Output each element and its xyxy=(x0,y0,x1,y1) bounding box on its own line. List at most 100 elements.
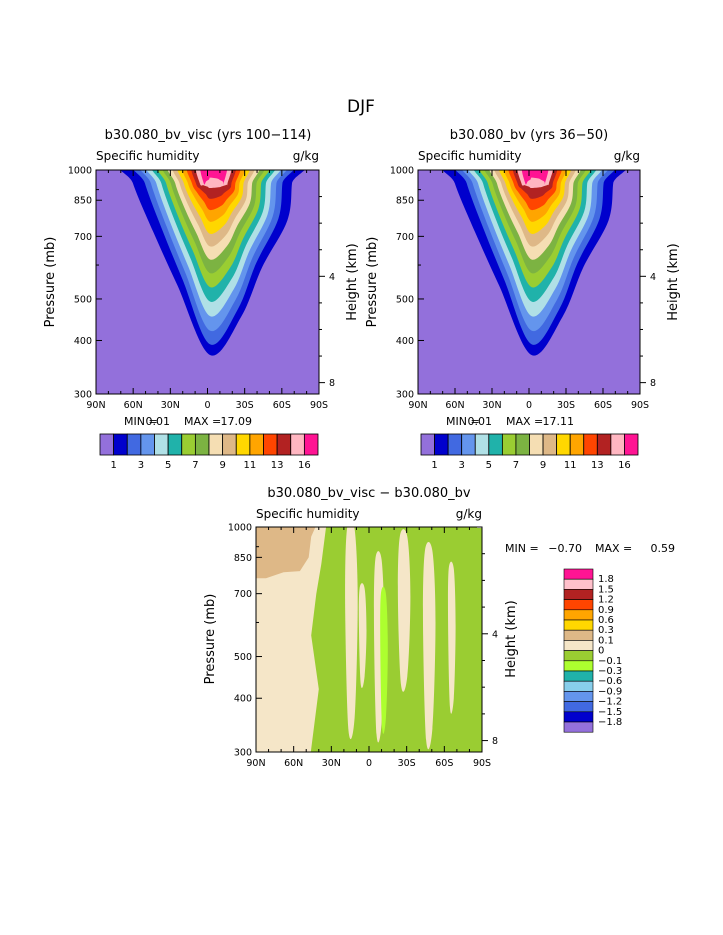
panel-2-min-label: MIN = xyxy=(446,415,480,428)
diff-positive-region xyxy=(256,527,327,752)
colorbar-label: 13 xyxy=(591,460,604,471)
legend-swatch xyxy=(563,599,594,611)
legend-label: −0.9 xyxy=(598,686,622,697)
panel-3-variable: Specific humidity xyxy=(256,507,360,521)
x-tick-label: 0 xyxy=(526,400,532,411)
legend-swatch xyxy=(563,701,594,713)
y-tick-label: 1000 xyxy=(390,166,414,177)
x-tick-label: 60S xyxy=(435,758,453,769)
diff-positive-region-strong xyxy=(256,527,316,579)
y2-tick-label: 4 xyxy=(329,272,335,283)
panel-3-axes: 90N 60N 30N 0 30S 60S 90S 300 400 500 700 850 1000 8 4 xyxy=(228,523,498,770)
legend-label: 0.3 xyxy=(598,625,614,636)
panel-2-axes: 90N 60N 30N 0 30S 60S 90S 300 400 500 700 850 1000 8 4 xyxy=(390,166,656,412)
y-tick-label: 500 xyxy=(396,294,414,305)
colorbar-swatch xyxy=(249,433,264,456)
colorbar-label: 1 xyxy=(110,460,116,471)
panel-3-max-value: 0.59 xyxy=(651,542,676,555)
x-tick-label: 60N xyxy=(284,758,303,769)
y-tick-label: 850 xyxy=(74,196,92,207)
legend-label: −1.8 xyxy=(598,717,622,728)
x-tick-label: 90N xyxy=(86,400,105,411)
panel-2-colorbar: 1 3 5 7 9 11 13 16 xyxy=(420,433,639,471)
panel-3-title: b30.080_bv_visc − b30.080_bv xyxy=(267,486,471,501)
x-tick-label: 90S xyxy=(310,400,328,411)
colorbar-swatch xyxy=(556,433,571,456)
panel-1-units: g/kg xyxy=(293,149,319,163)
panel-3-max-label: MAX = xyxy=(595,542,632,555)
panel-1-left-axis-label: Pressure (mb) xyxy=(43,237,58,328)
panel-3-left-axis-label: Pressure (mb) xyxy=(203,594,218,685)
legend-label: 1.2 xyxy=(598,595,614,606)
legend-swatch xyxy=(563,670,594,682)
legend-label: −0.3 xyxy=(598,666,622,677)
legend-label: −1.5 xyxy=(598,707,622,718)
diff-streak xyxy=(447,561,456,714)
panel-2-contours xyxy=(418,170,640,394)
y-tick-label: 700 xyxy=(74,232,92,243)
panel-2-min-value: 0.01 xyxy=(468,415,493,428)
y2-tick-label: 8 xyxy=(492,736,498,747)
y2-tick-label: 4 xyxy=(492,629,498,640)
colorbar-label: 3 xyxy=(459,460,465,471)
panel-2-units: g/kg xyxy=(614,149,640,163)
legend-swatch xyxy=(563,680,594,692)
contour-level-16 xyxy=(521,170,549,185)
legend-swatch xyxy=(563,609,594,621)
legend-swatch xyxy=(563,640,594,651)
colorbar-swatch xyxy=(276,433,292,456)
colorbar-label: 9 xyxy=(540,460,546,471)
colorbar-swatch xyxy=(126,433,142,456)
y-tick-label: 700 xyxy=(396,232,414,243)
y-tick-label: 400 xyxy=(234,694,252,705)
panel-1-title: b30.080_bv_visc (yrs 100−114) xyxy=(105,128,312,143)
panel-2-max-label: MAX = xyxy=(506,415,543,428)
x-tick-label: 60S xyxy=(273,400,291,411)
y-tick-label: 500 xyxy=(234,652,252,663)
legend-label: 0.9 xyxy=(598,605,614,616)
panel-2-variable: Specific humidity xyxy=(418,149,522,163)
colorbar-swatch xyxy=(194,433,210,456)
colorbar-swatch xyxy=(99,433,115,456)
colorbar-swatch xyxy=(542,433,558,456)
colorbar-label: 16 xyxy=(298,460,311,471)
panel-3-right-axis-label: Height (km) xyxy=(504,600,519,677)
season-title: DJF xyxy=(347,97,375,117)
legend-label: 0 xyxy=(598,646,604,657)
panel-1-max-label: MAX = xyxy=(184,415,221,428)
contour-level-16 xyxy=(200,170,228,185)
colorbar-swatch xyxy=(447,433,463,456)
legend-label: 1.8 xyxy=(598,574,614,585)
colorbar-label: 5 xyxy=(165,460,171,471)
y2-tick-label: 8 xyxy=(650,378,656,389)
x-tick-label: 90S xyxy=(631,400,649,411)
panel-3-legend: 1.81.51.20.90.60.30.10−0.1−0.3−0.6−0.9−1… xyxy=(563,568,622,733)
y-tick-label: 300 xyxy=(234,748,252,759)
diff-streak xyxy=(358,583,367,688)
y-tick-label: 1000 xyxy=(68,166,92,177)
colorbar-label: 16 xyxy=(618,460,631,471)
colorbar-swatch xyxy=(610,433,625,456)
y-tick-label: 1000 xyxy=(228,523,252,534)
x-tick-label: 30N xyxy=(161,400,180,411)
colorbar-swatch xyxy=(474,433,490,456)
colorbar-label: 9 xyxy=(219,460,225,471)
colorbar-swatch xyxy=(167,433,183,456)
colorbar-swatch xyxy=(515,433,530,456)
colorbar-swatch xyxy=(290,433,305,456)
diff-streak xyxy=(345,527,358,740)
legend-swatch xyxy=(563,691,594,702)
diff-streak xyxy=(380,586,388,734)
colorbar-swatch xyxy=(501,433,517,456)
panel-1-variable: Specific humidity xyxy=(96,149,200,163)
x-tick-label: 30S xyxy=(236,400,254,411)
colorbar-label: 7 xyxy=(192,460,198,471)
colorbar-swatch xyxy=(263,433,278,456)
colorbar-swatch xyxy=(154,433,169,456)
legend-swatch xyxy=(563,619,594,631)
panel-1-axes: 90N 60N 30N 0 30S 60S 90S 300 400 500 700 850 1000 8 4 xyxy=(68,166,335,412)
x-tick-label: 0 xyxy=(366,758,372,769)
colorbar-swatch xyxy=(529,433,544,456)
colorbar-swatch xyxy=(583,433,598,456)
colorbar-label: 1 xyxy=(431,460,437,471)
